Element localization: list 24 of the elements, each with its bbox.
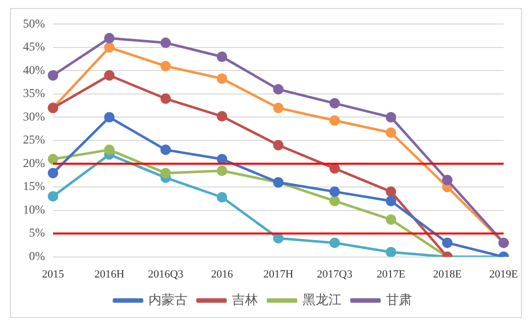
x-tick-label: 2017H <box>263 268 294 280</box>
y-tick-label: 50% <box>22 16 45 30</box>
legend-label: 甘肃 <box>386 292 412 307</box>
y-tick-label: 35% <box>22 86 45 100</box>
y-tick-label: 40% <box>22 62 45 77</box>
legend-label: 吉林 <box>232 292 258 307</box>
legend-label: 黑龙江 <box>302 292 342 307</box>
x-tick-label: 2018E <box>432 268 462 280</box>
x-tick-label: 2016H <box>94 268 124 280</box>
x-tick-label: 2016 <box>210 268 234 280</box>
y-tick-label: 30% <box>22 109 45 124</box>
y-tick-label: 45% <box>22 40 45 54</box>
legend-label: 内蒙古 <box>148 292 188 307</box>
x-tick-label: 2016Q3 <box>148 268 184 280</box>
y-tick-label: 15% <box>22 179 45 194</box>
x-tick-label: 2015 <box>42 268 64 280</box>
y-tick-label: 0% <box>28 248 45 263</box>
y-tick-label: 20% <box>22 156 45 170</box>
x-tick-label: 2017E <box>376 268 406 280</box>
y-tick-label: 5% <box>28 226 45 240</box>
x-tick-label: 2019E <box>489 268 518 280</box>
y-tick-label: 25% <box>22 132 45 147</box>
y-tick-label: 10% <box>22 202 45 216</box>
x-tick-label: 2017Q3 <box>316 268 353 280</box>
